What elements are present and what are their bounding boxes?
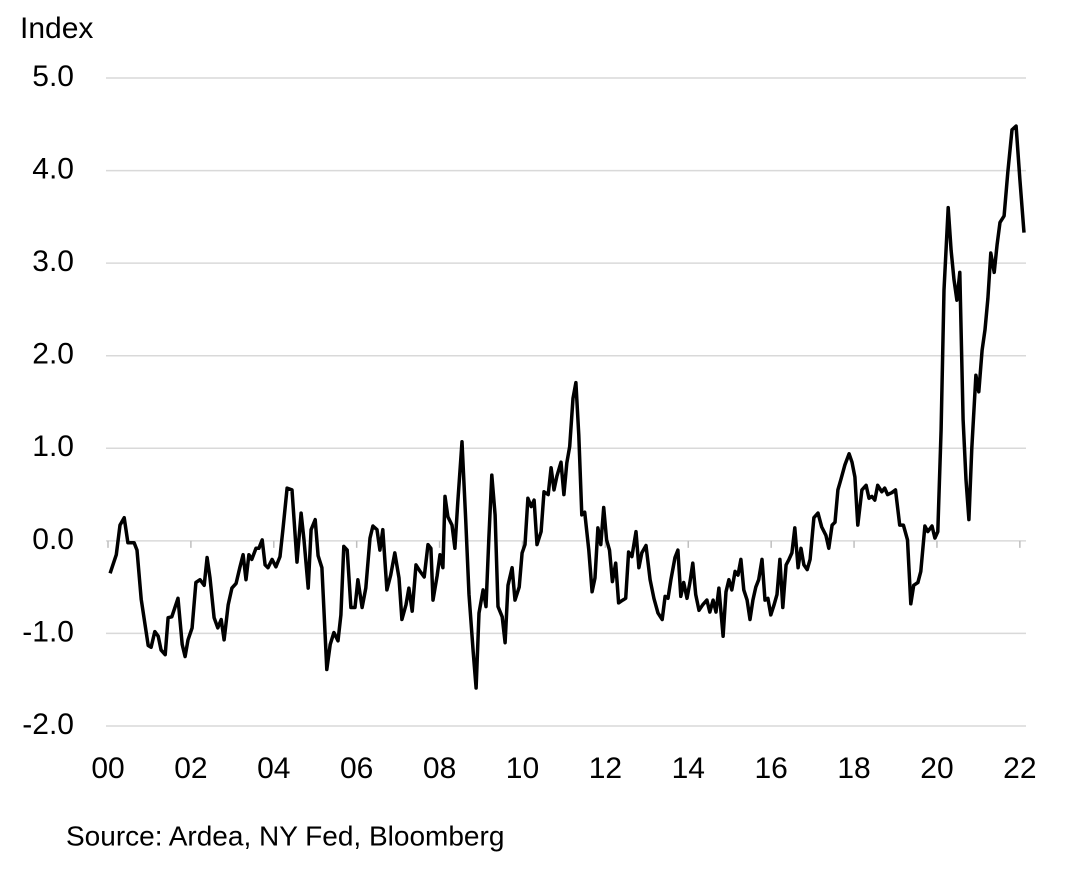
y-tick-label: 4.0: [32, 152, 74, 185]
y-tick-label: 0.0: [32, 523, 74, 556]
x-tick-label: 12: [589, 752, 622, 785]
x-tick-label: 14: [672, 752, 705, 785]
y-tick-label: -2.0: [22, 708, 74, 741]
x-tick-label: 06: [340, 752, 373, 785]
x-tick-label: 10: [506, 752, 539, 785]
y-tick-label: 3.0: [32, 245, 74, 278]
y-tick-label: 2.0: [32, 338, 74, 371]
x-tick-label: 18: [837, 752, 870, 785]
x-tick-label: 16: [754, 752, 787, 785]
y-axis-label: Index: [20, 12, 93, 45]
x-tick-label: 00: [91, 752, 124, 785]
y-tick-label: 1.0: [32, 430, 74, 463]
y-tick-label: -1.0: [22, 615, 74, 648]
x-tick-label: 04: [257, 752, 290, 785]
x-tick-label: 02: [174, 752, 207, 785]
x-tick-label: 22: [1003, 752, 1036, 785]
x-tick-label: 20: [920, 752, 953, 785]
x-tick-label: 08: [423, 752, 456, 785]
y-tick-label: 5.0: [32, 60, 74, 93]
series-line: [108, 124, 1026, 690]
source-note: Source: Ardea, NY Fed, Bloomberg: [66, 820, 504, 851]
